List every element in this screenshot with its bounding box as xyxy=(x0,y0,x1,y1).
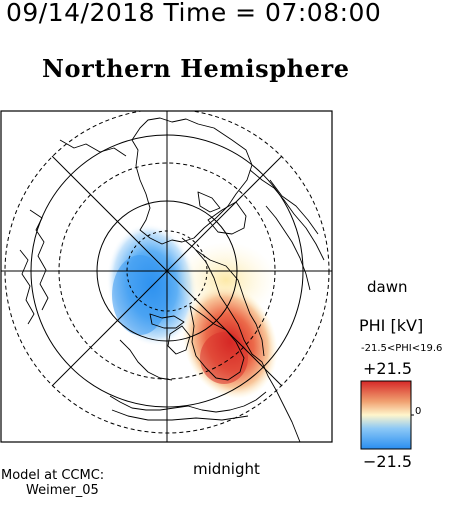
legend-range: -21.5<PHI<19.6 xyxy=(361,343,443,354)
legend-max-label: +21.5 xyxy=(363,359,413,378)
potential-red-cell xyxy=(176,242,278,399)
coastlines xyxy=(19,117,325,442)
midnight-label: midnight xyxy=(193,460,260,478)
polar-potential-map xyxy=(0,110,333,443)
timestamp-title: 09/14/2018 Time = 07:08:00 xyxy=(6,0,382,27)
potential-colorbar xyxy=(360,380,414,450)
dawn-label: dawn xyxy=(367,278,408,296)
legend-min-label: −21.5 xyxy=(363,452,413,471)
legend-zero-label: 0 xyxy=(415,406,422,417)
model-credit: Model at CCMC: Weimer_05 xyxy=(1,468,104,498)
hemisphere-title: Northern Hemisphere xyxy=(42,54,350,83)
model-credit-line1: Model at CCMC: xyxy=(1,468,105,483)
legend-title: PHI [kV] xyxy=(359,316,424,335)
model-name: Weimer_05 xyxy=(26,483,99,498)
map-frame xyxy=(0,110,333,443)
longitude-lines xyxy=(1,111,332,442)
